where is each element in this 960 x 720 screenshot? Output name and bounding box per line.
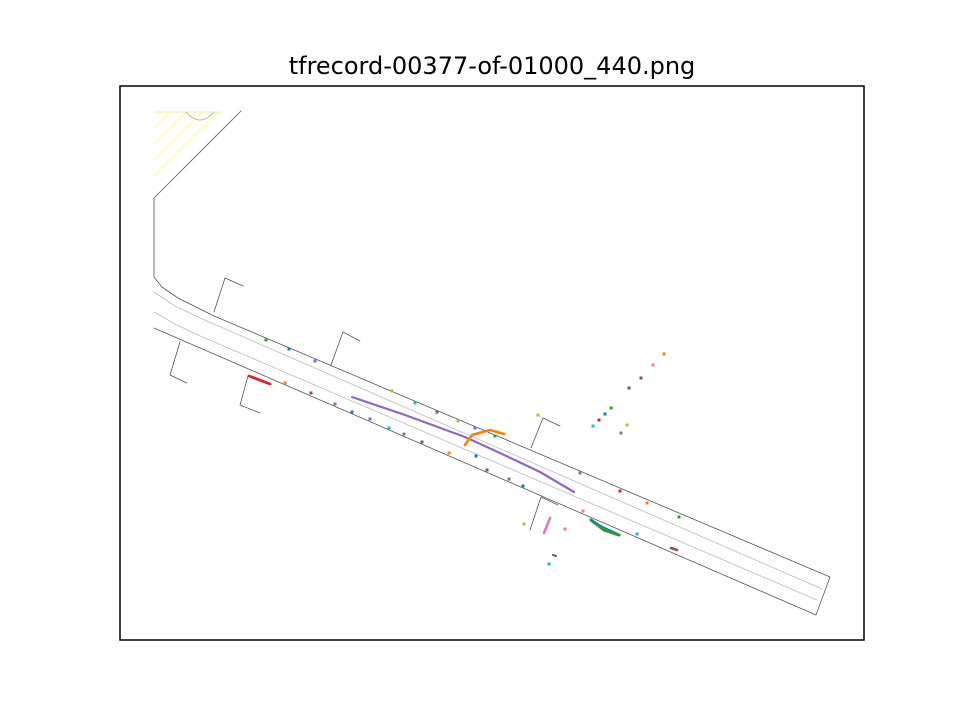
agent-point-layer: [264, 338, 681, 566]
road-edge-line: [529, 496, 559, 531]
agent-point: [333, 402, 337, 406]
road-edge-line: [330, 331, 361, 366]
agent-point: [619, 431, 623, 435]
agent-point: [536, 413, 540, 417]
crosswalk-stripe: [153, 111, 203, 161]
agent-point: [350, 410, 354, 414]
agent-trajectory: [350, 395, 576, 494]
agent-point: [368, 417, 372, 421]
lane-center-line: [153, 311, 818, 601]
agent-point: [625, 423, 629, 427]
crosswalk-hatch: [153, 111, 222, 177]
agent-point: [521, 484, 525, 488]
road-edge-line: [153, 110, 242, 199]
lane-center-line: [153, 291, 823, 590]
agent-point: [635, 532, 639, 536]
lane-layer: [153, 291, 823, 601]
agent-point: [313, 359, 317, 363]
agent-trajectory: [542, 516, 552, 535]
agent-point: [493, 434, 497, 438]
agent-point: [474, 454, 478, 458]
road-edge-line: [239, 375, 261, 414]
agent-point: [651, 363, 655, 367]
crosswalk-stripe: [153, 111, 187, 145]
agent-trajectory: [551, 553, 558, 558]
agent-point: [413, 401, 417, 405]
trajectory-layer: [247, 374, 679, 558]
crosswalk-arc: [185, 111, 215, 121]
agent-point: [387, 426, 391, 430]
agent-point: [618, 489, 622, 493]
plot-area: [153, 110, 831, 616]
agent-point: [507, 477, 511, 481]
road-edge-line: [169, 341, 188, 384]
agent-trajectory: [590, 519, 617, 534]
agent-point: [420, 440, 424, 444]
agent-point: [473, 426, 477, 430]
agent-point: [547, 562, 551, 566]
agent-point: [435, 410, 439, 414]
agent-point: [639, 376, 643, 380]
agent-point: [447, 451, 451, 455]
crosswalk-stripe: [153, 111, 219, 177]
agent-point: [627, 386, 631, 390]
axes-frame: [119, 85, 865, 641]
agent-point: [662, 352, 666, 356]
agent-point: [390, 389, 394, 393]
agent-trajectory: [669, 546, 679, 552]
agent-point: [603, 412, 607, 416]
crosswalk-stripe: [153, 111, 171, 129]
agent-point: [677, 515, 681, 519]
road-layer: [153, 110, 831, 616]
agent-point: [264, 338, 268, 342]
agent-point: [456, 419, 460, 423]
agent-point: [522, 522, 526, 526]
agent-point: [591, 424, 595, 428]
agent-point: [578, 471, 582, 475]
road-edge-line: [213, 277, 244, 313]
agent-point: [309, 391, 313, 395]
road-edge-line: [530, 417, 561, 449]
agent-point: [283, 381, 287, 385]
agent-trajectory: [463, 428, 506, 447]
agent-point: [581, 509, 585, 513]
agent-point: [563, 527, 567, 531]
agent-trajectory: [247, 374, 272, 386]
agent-point: [597, 418, 601, 422]
agent-point: [485, 468, 489, 472]
agent-point: [287, 347, 291, 351]
agent-point: [645, 501, 649, 505]
agent-point: [609, 406, 613, 410]
chart-title: tfrecord-00377-of-01000_440.png: [289, 52, 696, 80]
agent-point: [402, 432, 406, 436]
road-edge-line: [153, 197, 831, 616]
